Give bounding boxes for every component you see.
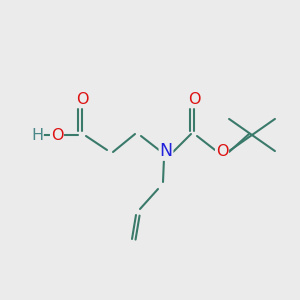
Text: O: O xyxy=(188,92,200,107)
Text: N: N xyxy=(159,142,172,160)
Text: O: O xyxy=(216,143,228,158)
Text: O: O xyxy=(76,92,88,107)
Text: O: O xyxy=(51,128,63,142)
Text: H: H xyxy=(31,128,43,142)
